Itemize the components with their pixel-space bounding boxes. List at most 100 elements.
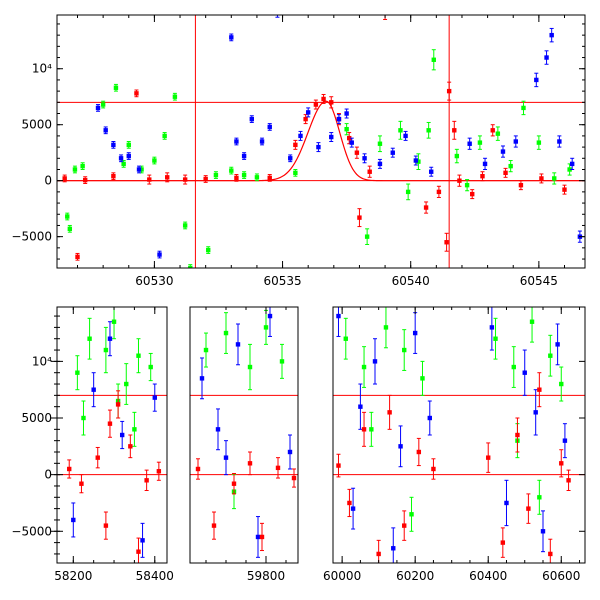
bottom-green-point xyxy=(537,495,542,500)
top-blue-point xyxy=(403,133,408,139)
bottom-red-point xyxy=(548,551,553,557)
top-blue-point xyxy=(413,158,419,163)
bottom-red-point xyxy=(103,523,109,528)
bottom-series-red xyxy=(67,390,162,563)
top-red-point xyxy=(346,135,352,141)
bottom-blue-point xyxy=(107,336,113,341)
bottom-red-point xyxy=(115,402,121,407)
top-red-point xyxy=(562,187,567,192)
top-green-point xyxy=(454,153,460,159)
top-red-point xyxy=(234,175,239,181)
bottom-green-point xyxy=(263,325,269,330)
top-red-point xyxy=(539,176,544,181)
top-blue-point xyxy=(513,139,518,144)
bottom-series-green xyxy=(75,307,153,447)
top-blue-point xyxy=(241,153,247,159)
bottom-series-blue xyxy=(199,307,293,558)
top-red-point xyxy=(134,91,139,96)
top-green-point xyxy=(464,182,470,188)
bottom-green-point xyxy=(103,347,109,353)
bottom-blue-point xyxy=(562,438,568,443)
top-red-point xyxy=(82,177,88,183)
bottom-blue-point xyxy=(255,534,261,540)
bottom-red-point xyxy=(156,469,162,474)
bottom-red-point xyxy=(247,461,253,466)
bottom-red-point xyxy=(559,461,564,466)
top-blue-point xyxy=(95,105,101,111)
top-blue-point xyxy=(390,150,395,155)
top-red-point xyxy=(446,88,452,94)
bottom-series-blue xyxy=(336,307,568,563)
bottom-segment-2: 60000 60200 60400 60600 xyxy=(323,306,586,583)
top-x-tick-label: 60535 xyxy=(263,274,301,288)
top-blue-point xyxy=(569,161,575,167)
bottom-green-point xyxy=(111,319,117,324)
top-green-point xyxy=(126,142,131,148)
bottom-red-point xyxy=(431,466,436,472)
top-plot-frame xyxy=(56,14,586,269)
top-red-point xyxy=(470,191,475,197)
top-blue-point xyxy=(377,161,383,167)
bottom-blue-point xyxy=(235,342,241,347)
bottom-red-point xyxy=(500,540,506,545)
top-green-point xyxy=(172,94,178,99)
bottom-green-point xyxy=(493,336,498,341)
top-blue-point xyxy=(557,139,562,144)
top-green-point xyxy=(121,161,126,167)
bottom-red-point xyxy=(387,410,392,415)
bottom-x-tick-label: 60600 xyxy=(542,569,580,583)
bottom-green-point xyxy=(383,325,389,330)
bottom-green-point xyxy=(75,370,80,375)
top-red-point xyxy=(293,142,298,148)
top-blue-point xyxy=(429,169,434,174)
bottom-green-point xyxy=(87,336,92,341)
top-green-point xyxy=(206,247,211,253)
top-red-point xyxy=(383,7,387,11)
top-red-point xyxy=(313,102,319,107)
bottom-blue-point xyxy=(91,387,96,392)
bottom-green-point xyxy=(81,415,86,421)
top-blue-point xyxy=(329,134,334,140)
top-green-point xyxy=(536,140,542,145)
bottom-red-point xyxy=(231,481,237,486)
top-model-curve xyxy=(57,100,585,182)
top-red-point xyxy=(396,0,400,2)
bottom-blue-point xyxy=(223,455,229,460)
bottom-blue-point xyxy=(522,370,527,375)
top-red-point xyxy=(490,128,495,133)
bottom-green-point xyxy=(124,381,129,387)
bottom-series-red xyxy=(336,372,571,563)
bottom-green-point xyxy=(136,353,141,358)
top-red-point xyxy=(444,240,449,245)
top-blue-point xyxy=(298,133,303,139)
top-green-point xyxy=(567,167,572,172)
top-blue-point xyxy=(118,156,124,161)
top-blue-point xyxy=(157,252,162,257)
bottom-green-point xyxy=(343,336,348,341)
top-green-point xyxy=(293,170,298,176)
bottom-red-point xyxy=(486,455,491,460)
top-green-point xyxy=(65,214,70,219)
top-blue-point xyxy=(534,77,539,83)
bottom-blue-point xyxy=(350,506,356,511)
bottom-green-point xyxy=(369,427,374,432)
bottom-blue-point xyxy=(140,538,145,543)
bottom-blue-point xyxy=(533,410,538,415)
bottom-x-tick-label: 58200 xyxy=(54,569,92,583)
bottom-red-point xyxy=(402,523,407,528)
top-green-point xyxy=(139,167,144,172)
top-panel: −5000 0 5000 10⁴ 60530 60535 60540 60545 xyxy=(11,0,586,288)
top-red-point xyxy=(203,176,208,182)
bottom-blue-point xyxy=(215,427,221,432)
top-blue-point xyxy=(344,111,349,116)
bottom-series-red xyxy=(195,451,297,552)
bottom-red-point xyxy=(376,551,381,557)
top-red-point xyxy=(62,176,67,181)
top-green-point xyxy=(188,265,193,268)
top-green-point xyxy=(229,168,234,173)
bottom-green-point xyxy=(279,359,285,364)
top-red-point xyxy=(436,189,442,195)
top-blue-point xyxy=(500,149,506,154)
